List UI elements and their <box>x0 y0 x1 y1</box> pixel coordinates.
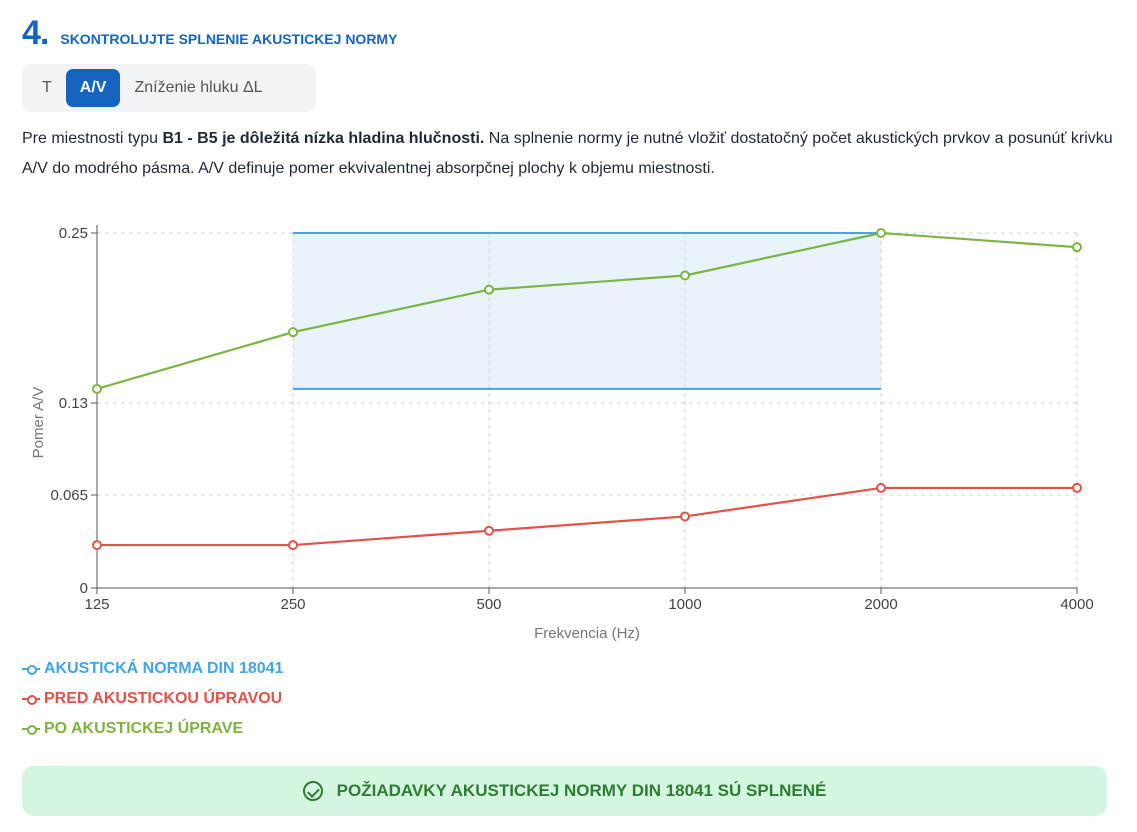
description-bold: B1 - B5 je dôležitá nízka hladina hlučno… <box>162 130 485 147</box>
x-tick-label: 1000 <box>668 596 701 613</box>
x-tick-label: 250 <box>280 596 305 613</box>
x-tick-label: 500 <box>476 596 501 613</box>
y-tick-label: 0 <box>80 580 88 597</box>
step-header: 4. SKONTROLUJTE SPLNENIE AKUSTICKEJ NORM… <box>22 14 397 53</box>
tab-t[interactable]: T <box>42 79 52 96</box>
description: Pre miestnosti typu B1 - B5 je dôležitá … <box>22 124 1117 184</box>
legend-item-before[interactable]: PRED AKUSTICKOU ÚPRAVOU <box>22 684 283 714</box>
legend-label-before: PRED AKUSTICKOU ÚPRAVOU <box>44 690 283 707</box>
series-line-after <box>96 231 1078 390</box>
legend-marker-after-icon <box>22 724 40 735</box>
check-circle-icon <box>302 781 323 801</box>
data-point-before <box>484 525 494 536</box>
series-line-before <box>97 486 1077 547</box>
data-point-after <box>876 228 886 238</box>
norm-band <box>293 233 881 389</box>
data-point-after <box>680 270 690 281</box>
tab-bar: T A/V Zníženie hluku ΔL <box>22 64 316 112</box>
av-chart: 0 0.065 0.13 0.25 125 250 500 1000 2000 4000 Frekv… <box>30 225 1094 642</box>
x-tick-label: 4000 <box>1060 596 1093 613</box>
x-tick-label: 125 <box>84 596 109 613</box>
legend-label-norm: AKUSTICKÁ NORMA DIN 18041 <box>44 660 284 677</box>
legend-item-norm[interactable]: AKUSTICKÁ NORMA DIN 18041 <box>22 654 283 684</box>
description-text-2: Na splnenie normy je nutné vložiť dostat… <box>22 130 1113 177</box>
tab-noise-reduction[interactable]: Zníženie hluku ΔL <box>134 79 263 96</box>
status-text: POŽIADAVKY AKUSTICKEJ NORMY DIN 18041 SÚ… <box>336 781 827 800</box>
data-point-after <box>92 383 102 394</box>
data-point-before <box>680 511 690 522</box>
legend-label-after: PO AKUSTICKEJ ÚPRAVE <box>44 720 244 737</box>
legend-marker-norm-icon <box>22 664 40 675</box>
legend: AKUSTICKÁ NORMA DIN 18041 PRED AKUSTICKO… <box>22 654 283 744</box>
y-axis-label: Pomer A/V <box>30 387 47 459</box>
data-point-after <box>1072 242 1082 253</box>
legend-item-after[interactable]: PO AKUSTICKEJ ÚPRAVE <box>22 714 283 744</box>
description-text-1: Pre miestnosti typu <box>22 130 163 147</box>
step-number: 4. <box>22 14 49 52</box>
legend-marker-before-icon <box>22 694 40 705</box>
status-banner: POŽIADAVKY AKUSTICKEJ NORMY DIN 18041 SÚ… <box>22 766 1107 816</box>
data-point-before <box>288 540 298 551</box>
y-tick-label: 0.25 <box>59 225 88 242</box>
data-point-after <box>288 327 298 338</box>
data-point-after <box>484 284 494 295</box>
step-title: SKONTROLUJTE SPLNENIE AKUSTICKEJ NORMY <box>60 31 398 47</box>
data-point-before <box>876 482 886 493</box>
tab-av[interactable]: A/V <box>65 69 121 107</box>
data-point-before <box>92 540 102 551</box>
y-tick-label: 0.065 <box>50 487 88 504</box>
x-axis-label: Frekvencia (Hz) <box>534 625 640 642</box>
x-tick-label: 2000 <box>864 596 897 613</box>
y-tick-label: 0.13 <box>59 395 88 412</box>
data-point-before <box>1072 482 1082 493</box>
